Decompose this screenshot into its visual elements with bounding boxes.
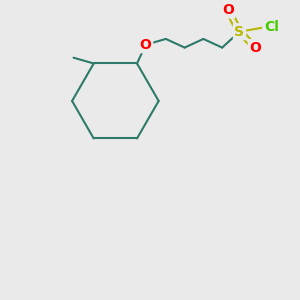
- Text: O: O: [140, 38, 152, 52]
- Text: Cl: Cl: [264, 20, 279, 34]
- Text: O: O: [249, 40, 261, 55]
- Text: O: O: [222, 3, 234, 17]
- Text: S: S: [235, 25, 244, 39]
